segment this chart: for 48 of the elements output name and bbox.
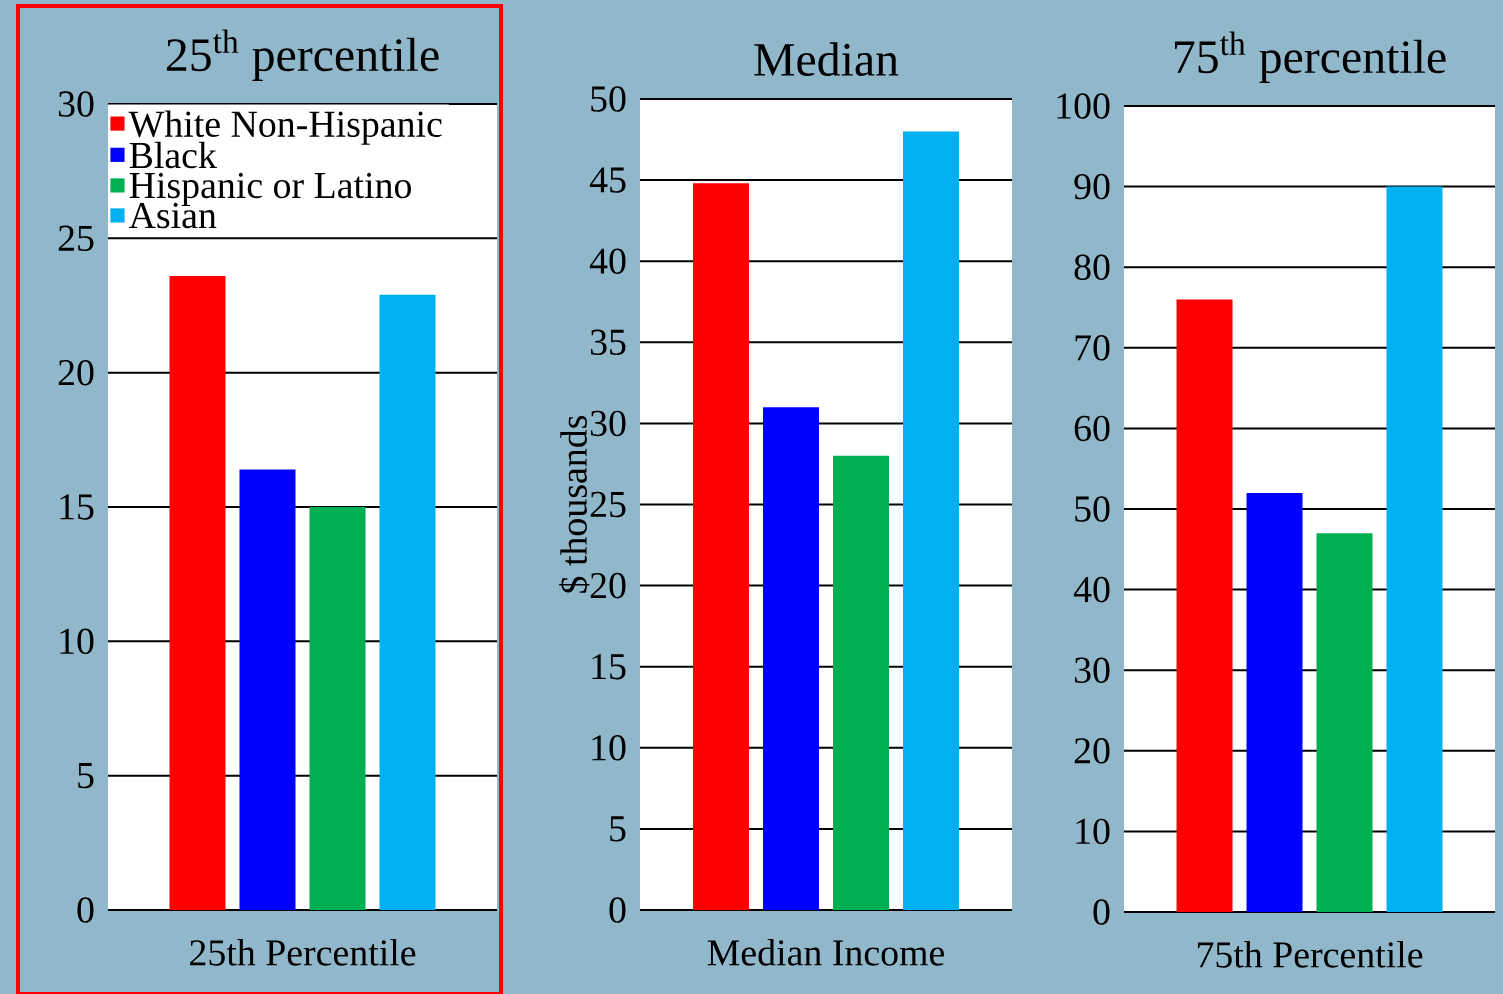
y-tick-label: 40 bbox=[1073, 576, 1110, 603]
y-tick-label: 50 bbox=[1075, 496, 1110, 522]
y-tick-label: 50 bbox=[591, 86, 626, 112]
x-tick-label: Median Income bbox=[707, 939, 945, 966]
bar bbox=[763, 407, 819, 910]
y-tick-label: 70 bbox=[1075, 335, 1110, 361]
y-tick-label: 0 bbox=[77, 897, 94, 923]
y-tick-label: 10 bbox=[592, 735, 626, 761]
bar bbox=[833, 455, 889, 910]
chart-title: 25$^{th}$ percentile bbox=[166, 29, 439, 82]
y-tick-label: 90 bbox=[1074, 173, 1110, 200]
bar bbox=[1316, 533, 1373, 912]
y-tick-label: 80 bbox=[1074, 254, 1110, 280]
y-tick-label: 20 bbox=[590, 572, 626, 599]
y-tick-label: 5 bbox=[78, 763, 94, 789]
y-tick-label: 15 bbox=[60, 494, 94, 520]
y-tick-label: 10 bbox=[1076, 818, 1110, 845]
y-tick-label: 15 bbox=[592, 654, 626, 680]
bar bbox=[1176, 299, 1233, 912]
y-tick-label: 5 bbox=[610, 816, 626, 842]
y-tick-label: 100 bbox=[1057, 93, 1110, 119]
x-tick-label: 25th Percentile bbox=[190, 939, 416, 966]
y-tick-label: 30 bbox=[1074, 657, 1110, 683]
y-tick-label: 25 bbox=[58, 225, 94, 252]
y-tick-label: 10 bbox=[60, 628, 94, 655]
y-tick-label: 20 bbox=[1074, 738, 1110, 764]
y-tick-label: 0 bbox=[609, 897, 626, 923]
y-tick-label: 45 bbox=[589, 167, 626, 193]
chart-title: 75$^{th}$ percentile bbox=[1175, 31, 1446, 83]
bar bbox=[903, 131, 959, 910]
y-tick-label: 35 bbox=[590, 329, 626, 356]
y-tick-label: 30 bbox=[58, 91, 94, 117]
y-tick-label: 25 bbox=[590, 491, 626, 518]
bar bbox=[239, 469, 296, 910]
x-tick-label: 75th Percentile bbox=[1197, 941, 1423, 968]
y-tick-label: 20 bbox=[58, 359, 94, 386]
bar bbox=[1246, 492, 1303, 912]
y-tick-label: 60 bbox=[1074, 415, 1110, 442]
y-tick-label: 0 bbox=[1093, 899, 1110, 925]
y-tick-label: 30 bbox=[590, 410, 626, 437]
bar bbox=[169, 275, 226, 910]
y-axis-title: $ thousands bbox=[559, 415, 590, 593]
bar bbox=[309, 507, 366, 910]
bar bbox=[1386, 186, 1443, 912]
chart-title: Median bbox=[754, 42, 899, 76]
y-tick-label: 40 bbox=[589, 248, 626, 274]
bar bbox=[379, 294, 436, 910]
bar bbox=[693, 183, 749, 910]
